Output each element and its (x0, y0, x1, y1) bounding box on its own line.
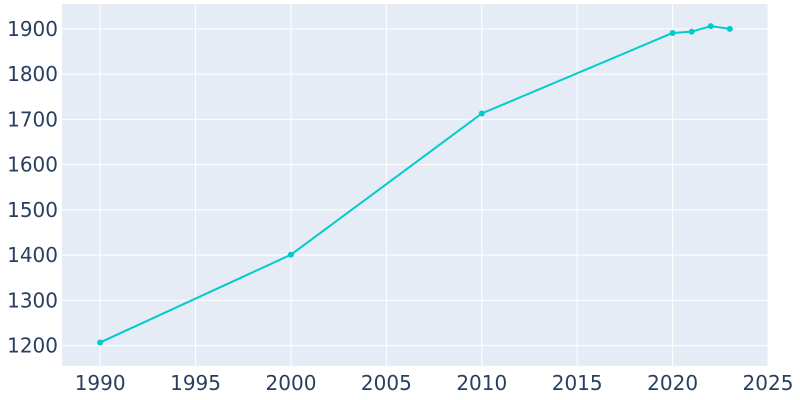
y-gridlines (62, 28, 768, 347)
data-point[interactable] (478, 110, 485, 117)
data-point[interactable] (669, 29, 676, 36)
x-tick-label: 2005 (361, 371, 412, 395)
data-point[interactable] (726, 25, 733, 32)
y-tick-label: 1600 (7, 153, 58, 177)
data-point[interactable] (287, 251, 294, 258)
data-point[interactable] (707, 23, 714, 30)
x-tick-label: 2025 (743, 371, 794, 395)
x-tick-label: 2000 (266, 371, 317, 395)
x-tick-labels: 1990 1995 2000 2005 2010 2015 2020 2025 (75, 371, 794, 395)
data-point[interactable] (97, 339, 104, 346)
y-tick-label: 1200 (7, 334, 58, 358)
y-tick-label: 1300 (7, 288, 58, 312)
x-tick-label: 1995 (170, 371, 221, 395)
y-tick-labels: 1200 1300 1400 1500 1600 1700 1800 1900 (7, 17, 58, 358)
x-gridlines (99, 4, 769, 366)
x-tick-label: 2010 (456, 371, 507, 395)
y-tick-label: 1800 (7, 62, 58, 86)
x-tick-label: 1990 (75, 371, 126, 395)
y-tick-label: 1400 (7, 243, 58, 267)
x-tick-label: 2020 (647, 371, 698, 395)
y-tick-label: 1700 (7, 107, 58, 131)
x-tick-label: 2015 (552, 371, 603, 395)
data-point[interactable] (688, 28, 695, 35)
series-layer (97, 23, 733, 346)
y-tick-label: 1900 (7, 17, 58, 41)
y-tick-label: 1500 (7, 198, 58, 222)
